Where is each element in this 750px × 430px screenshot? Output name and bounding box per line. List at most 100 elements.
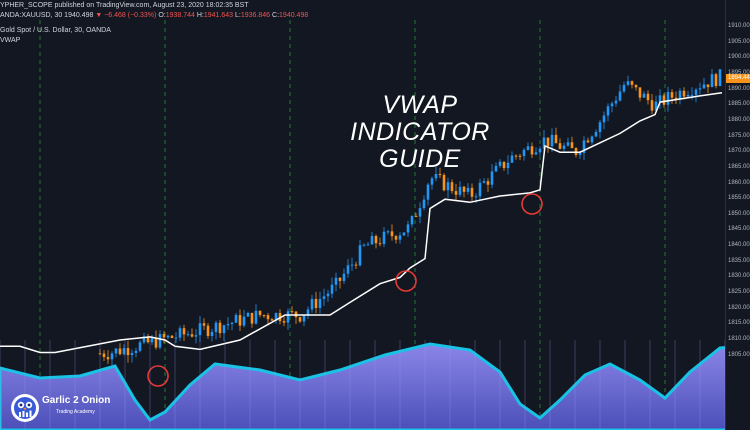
- vwap-reset-circle: [395, 270, 417, 292]
- publish-text: YPHER_SCOPE published on TradingView.com…: [0, 2, 249, 9]
- vwap-reset-circle: [147, 365, 169, 387]
- candle-body: [346, 265, 350, 274]
- candle-body: [542, 137, 546, 149]
- candle-body: [498, 161, 502, 166]
- candle-body: [646, 93, 650, 101]
- candle-body: [686, 94, 690, 97]
- candle-body: [218, 322, 222, 334]
- candle-body: [138, 342, 142, 351]
- candle-body: [210, 331, 214, 336]
- candle-body: [366, 244, 370, 246]
- last-price-badge: 1894.44: [726, 74, 750, 83]
- price-tick-label: 1890.00: [728, 85, 750, 92]
- candle-body: [258, 310, 262, 316]
- candle-body: [338, 277, 342, 281]
- candle-body: [402, 232, 406, 236]
- candle-body: [306, 309, 310, 315]
- price-tick-label: 1865.00: [728, 163, 750, 170]
- candle-body: [354, 264, 358, 266]
- candle-body: [486, 181, 490, 185]
- candle-body: [450, 182, 454, 192]
- candle-body: [582, 140, 586, 153]
- candle-body: [474, 196, 478, 198]
- candle-body: [510, 155, 514, 163]
- candle-body: [370, 235, 374, 245]
- candle-body: [302, 314, 306, 322]
- candle-body: [438, 174, 442, 176]
- candle-body: [622, 84, 626, 92]
- candle-body: [670, 92, 674, 98]
- price-tick-label: 1895.00: [728, 69, 750, 76]
- price-tick-label: 1840.00: [728, 242, 750, 249]
- candle-body: [718, 69, 722, 87]
- candle-body: [194, 335, 198, 337]
- candle-body: [190, 334, 194, 337]
- candle-body: [318, 298, 322, 309]
- candle-body: [562, 145, 566, 149]
- candle-body: [106, 357, 110, 360]
- candle-body: [314, 298, 318, 309]
- candle-body: [382, 231, 386, 245]
- candle-body: [298, 317, 302, 322]
- price-tick-label: 1910.00: [728, 23, 750, 29]
- high-label: H:: [196, 12, 204, 19]
- price-tick-label: 1815.00: [728, 320, 750, 327]
- candle-body: [110, 353, 114, 360]
- title-line-2: INDICATOR GUIDE: [350, 118, 490, 173]
- candle-body: [102, 353, 106, 358]
- candle-body: [702, 84, 706, 89]
- candle-body: [662, 95, 666, 105]
- anchor-circles: [147, 193, 543, 387]
- candle-body: [694, 89, 698, 95]
- candle-body: [578, 152, 582, 155]
- candle-body: [326, 293, 330, 297]
- candle-body: [650, 100, 654, 111]
- candle-body: [570, 142, 574, 149]
- candle-body: [626, 81, 630, 85]
- candle-body: [446, 182, 450, 191]
- price-tick-label: 1870.00: [728, 148, 750, 155]
- candle-body: [606, 106, 610, 116]
- owl-logo-icon: [11, 394, 39, 422]
- instrument-name[interactable]: Gold Spot / U.S. Dollar, 30, OANDA: [0, 27, 111, 34]
- price-tick-label: 1860.00: [728, 179, 750, 186]
- candle-body: [214, 322, 218, 332]
- candle-body: [506, 162, 510, 169]
- close-value: 1940.498: [279, 12, 309, 19]
- price-axis[interactable]: [725, 0, 750, 430]
- candle-body: [482, 181, 486, 183]
- candle-body: [126, 348, 130, 356]
- candle-body: [378, 243, 382, 245]
- candle-body: [434, 174, 438, 179]
- candlesticks: [98, 69, 722, 366]
- candle-body: [310, 298, 314, 310]
- candle-body: [330, 284, 334, 294]
- logo-tagline: Trading Academy: [56, 409, 95, 415]
- candle-body: [566, 142, 570, 146]
- candle-body: [222, 325, 226, 334]
- candle-body: [230, 322, 234, 324]
- candle-body: [454, 191, 458, 195]
- candle-body: [334, 277, 338, 285]
- change-text: ▼ −6.468 (−0.33%): [95, 12, 157, 19]
- indicator-name[interactable]: VWAP: [0, 37, 21, 44]
- candle-body: [174, 337, 178, 339]
- candle-body: [170, 335, 174, 338]
- candle-body: [290, 311, 294, 313]
- candle-body: [122, 348, 126, 355]
- candle-body: [118, 348, 122, 355]
- candle-body: [282, 321, 286, 323]
- candle-body: [602, 115, 606, 123]
- price-tick-label: 1810.00: [728, 336, 750, 342]
- price-tick-label: 1880.00: [728, 116, 750, 123]
- candle-body: [714, 74, 718, 87]
- candle-body: [430, 178, 434, 185]
- candle-body: [130, 352, 134, 356]
- candle-body: [350, 264, 354, 266]
- candle-body: [234, 315, 238, 323]
- candle-body: [654, 101, 658, 111]
- symbol-text: ANDA:XAUUSD, 30 1940.498: [0, 12, 94, 19]
- candle-body: [594, 131, 598, 137]
